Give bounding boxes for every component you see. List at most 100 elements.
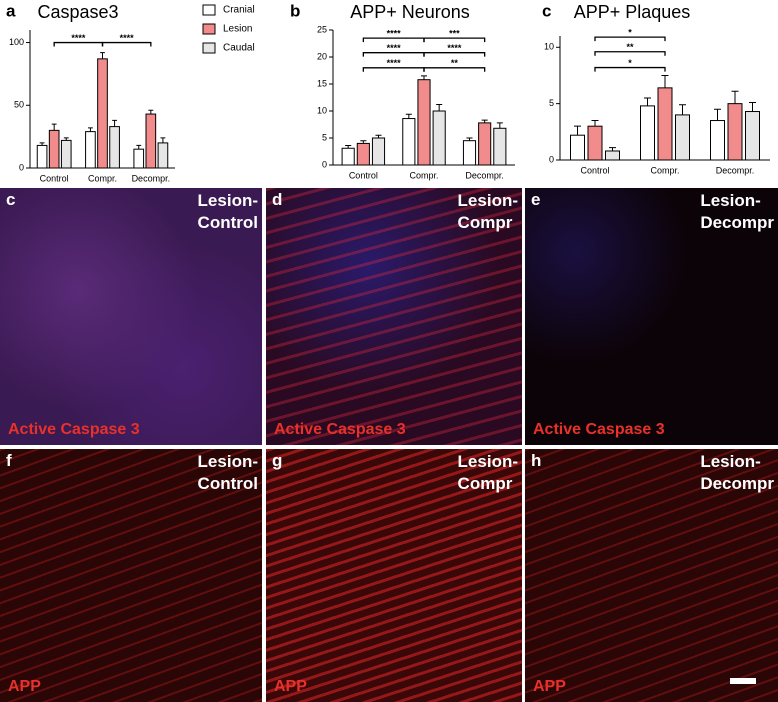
significance-bracket	[101, 41, 152, 47]
panel-letter: g	[272, 451, 283, 470]
stain-label: APP	[274, 678, 307, 695]
legend-label: Lesion	[223, 24, 252, 35]
micrograph: h Lesion- Decompr APP	[525, 449, 778, 702]
x-tick-label: Compr.	[409, 170, 438, 180]
x-tick-label: Control	[349, 170, 378, 180]
bar	[640, 105, 655, 161]
error-bar	[345, 145, 352, 149]
error-bar	[39, 142, 45, 146]
panel-title-line: Lesion-	[457, 452, 518, 471]
bar	[587, 125, 603, 161]
significance-bracket	[362, 37, 425, 43]
panel-letter: c	[542, 1, 551, 20]
bar	[133, 148, 145, 169]
error-bar	[360, 140, 367, 144]
legend-swatch	[202, 23, 216, 35]
y-tick-label: 5	[549, 98, 554, 108]
panel-letter: h	[531, 451, 542, 470]
significance-bracket	[594, 66, 666, 72]
panel-title-line: Compr	[457, 474, 513, 493]
bar	[36, 144, 48, 169]
panel-letter: a	[6, 1, 16, 20]
y-tick-label: 50	[14, 100, 24, 110]
significance-bracket	[423, 67, 486, 72]
bar	[657, 87, 673, 161]
significance-label: ****	[447, 43, 462, 53]
stain-label: APP	[8, 678, 41, 695]
y-tick-label: 0	[19, 162, 24, 172]
y-tick-label: 0	[322, 159, 327, 169]
scale-bar	[730, 678, 756, 684]
bar	[417, 79, 431, 166]
significance-label: *	[628, 28, 632, 38]
y-tick-label: 25	[317, 24, 327, 34]
bar	[570, 134, 585, 161]
panel-title: Lesion- Compr	[458, 190, 518, 234]
y-tick-label: 10	[317, 105, 327, 115]
panel-title-line: Decompr	[700, 213, 774, 232]
bar	[356, 142, 370, 166]
error-bar	[731, 90, 739, 104]
panel-letter: d	[272, 190, 283, 209]
error-bar	[644, 97, 651, 106]
bar	[478, 122, 492, 166]
panel-letter: c	[6, 190, 16, 209]
significance-bracket	[53, 41, 104, 47]
x-tick-label: Control	[40, 173, 69, 183]
x-tick-label: Compr.	[88, 173, 117, 183]
micrograph: f Lesion- Control APP	[0, 449, 262, 702]
significance-bracket	[362, 67, 425, 72]
legend-swatch	[202, 4, 216, 16]
x-tick-label: Decompr.	[465, 170, 504, 180]
bar	[371, 137, 386, 166]
error-bar	[375, 134, 382, 138]
bar	[710, 120, 725, 161]
significance-bracket	[423, 52, 486, 57]
x-tick-label: Control	[580, 165, 609, 175]
panel-title-line: Compr	[457, 213, 513, 232]
bar	[109, 126, 120, 169]
significance-label: ***	[449, 28, 460, 38]
chart-title: APP+ Plaques	[574, 2, 691, 22]
error-bar	[88, 127, 93, 132]
significance-label: ****	[387, 43, 402, 53]
error-bar	[466, 137, 473, 141]
bar	[341, 147, 355, 166]
error-bar	[420, 75, 428, 80]
significance-label: **	[451, 58, 459, 68]
y-tick-label: 15	[317, 78, 327, 88]
micrograph: g Lesion- Compr APP	[266, 449, 522, 702]
panel-title-line: Decompr	[700, 474, 774, 493]
error-bar	[661, 74, 669, 88]
error-bar	[496, 122, 503, 129]
micrograph: c Lesion- Control Active Caspase 3	[0, 188, 262, 445]
bar	[432, 110, 446, 166]
error-bar	[574, 125, 581, 136]
y-tick-label: 10	[544, 42, 554, 52]
bar	[48, 129, 60, 169]
bar	[157, 142, 169, 169]
bar	[745, 111, 760, 161]
error-bar	[100, 52, 105, 59]
significance-bracket	[362, 52, 425, 57]
micrograph: e Lesion- Decompr Active Caspase 3	[525, 188, 778, 445]
significance-bracket	[594, 36, 666, 42]
error-bar	[436, 104, 443, 111]
y-tick-label: 20	[317, 51, 327, 61]
significance-bracket	[423, 37, 486, 43]
panel-title-line: Lesion-	[700, 191, 761, 210]
panel-title-line: Lesion-	[197, 452, 258, 471]
bar	[727, 103, 743, 161]
error-bar	[405, 113, 412, 119]
panel-letter: f	[6, 451, 12, 470]
error-bar	[136, 144, 142, 150]
error-bar	[749, 102, 756, 112]
y-tick-label: 100	[9, 37, 24, 47]
panel-title: Lesion- Compr	[458, 451, 518, 495]
micrograph: d Lesion- Compr Active Caspase 3	[266, 188, 522, 445]
panel-title: Lesion- Decompr	[700, 451, 774, 495]
y-tick-label: 0	[549, 154, 554, 164]
significance-bracket	[594, 51, 666, 56]
chart-title: APP+ Neurons	[350, 2, 470, 22]
